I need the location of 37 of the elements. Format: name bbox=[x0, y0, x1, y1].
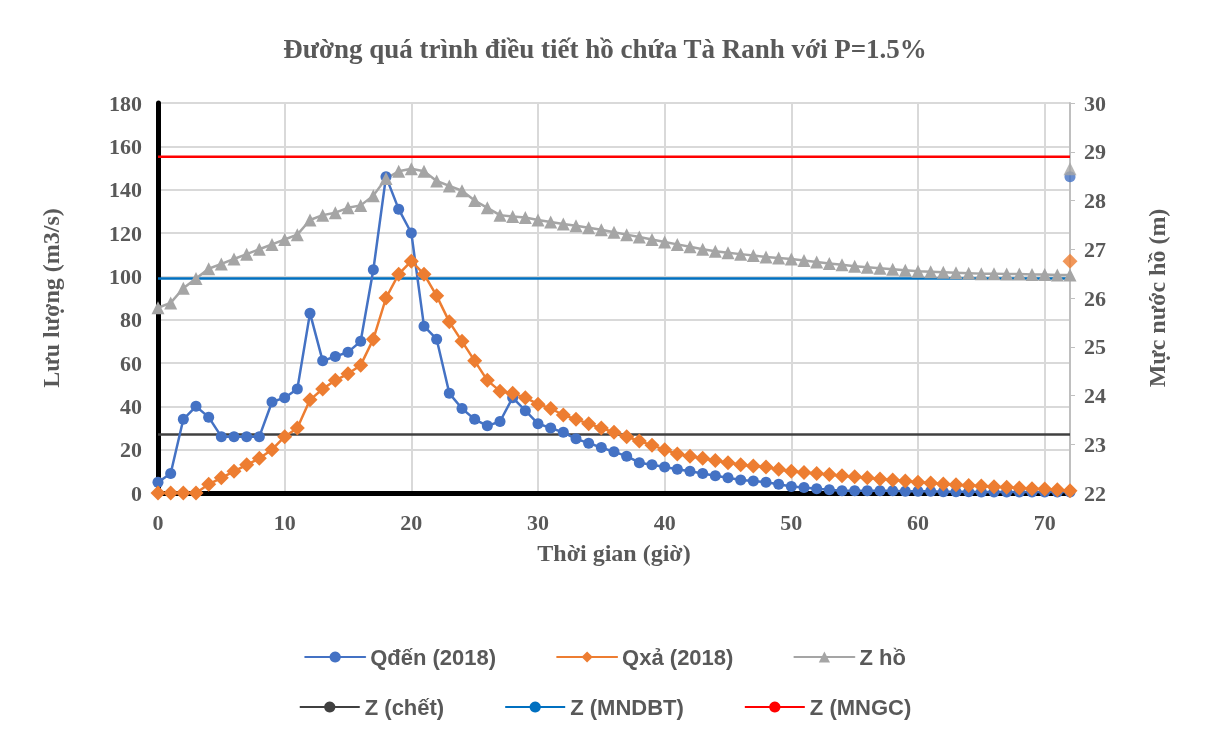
y2-tick-label: 25 bbox=[1084, 334, 1106, 360]
x-tick-label: 30 bbox=[527, 509, 549, 535]
y-tick-label: 180 bbox=[109, 90, 142, 116]
legend-label: Z hồ bbox=[859, 644, 906, 670]
y-tick-label: 0 bbox=[131, 480, 142, 506]
y2-tick-label: 24 bbox=[1084, 383, 1106, 408]
y2-tick-label: 26 bbox=[1084, 285, 1106, 311]
x-tick-label: 70 bbox=[1033, 509, 1056, 535]
x-tick-label: 20 bbox=[400, 509, 423, 535]
y-tick-label: 20 bbox=[120, 437, 142, 463]
legend-label: Qđến (2018) bbox=[370, 644, 497, 670]
x-axis-title: Thời gian (giờ) bbox=[537, 540, 691, 566]
y2-tick-label: 30 bbox=[1084, 90, 1106, 116]
legend-label: Qxả (2018) bbox=[622, 644, 734, 670]
x-tick-label: 40 bbox=[653, 509, 676, 535]
y2-tick-label: 29 bbox=[1084, 139, 1106, 165]
y2-tick-label: 27 bbox=[1084, 236, 1106, 262]
legend-label: Z (chết) bbox=[364, 694, 445, 720]
legend-label: Z (MNGC) bbox=[809, 694, 912, 720]
y-axis-title: Lưu lượng (m3/s) bbox=[38, 208, 64, 388]
y-tick-label: 160 bbox=[109, 133, 142, 159]
y2-tick-label: 28 bbox=[1084, 188, 1106, 213]
x-tick-label: 60 bbox=[907, 509, 929, 535]
y2-axis-title: Mực nước hồ (m) bbox=[1144, 208, 1170, 388]
x-tick-label: 0 bbox=[152, 509, 164, 535]
x-tick-label: 50 bbox=[780, 509, 803, 535]
y-tick-label: 80 bbox=[120, 307, 142, 333]
y2-tick-label: 23 bbox=[1084, 431, 1106, 457]
chart-title: Đường quá trình điều tiết hồ chứa Tà Ranh với P=1.5% bbox=[283, 33, 927, 64]
y-tick-label: 100 bbox=[109, 263, 142, 289]
y2-tick-label: 22 bbox=[1084, 480, 1106, 506]
y-tick-label: 140 bbox=[109, 177, 142, 203]
y-tick-label: 60 bbox=[120, 350, 142, 376]
legend-label: Z (MNDBT) bbox=[570, 694, 684, 720]
y-tick-label: 40 bbox=[120, 393, 142, 419]
y-tick-label: 120 bbox=[109, 220, 142, 246]
x-tick-label: 10 bbox=[273, 509, 296, 535]
